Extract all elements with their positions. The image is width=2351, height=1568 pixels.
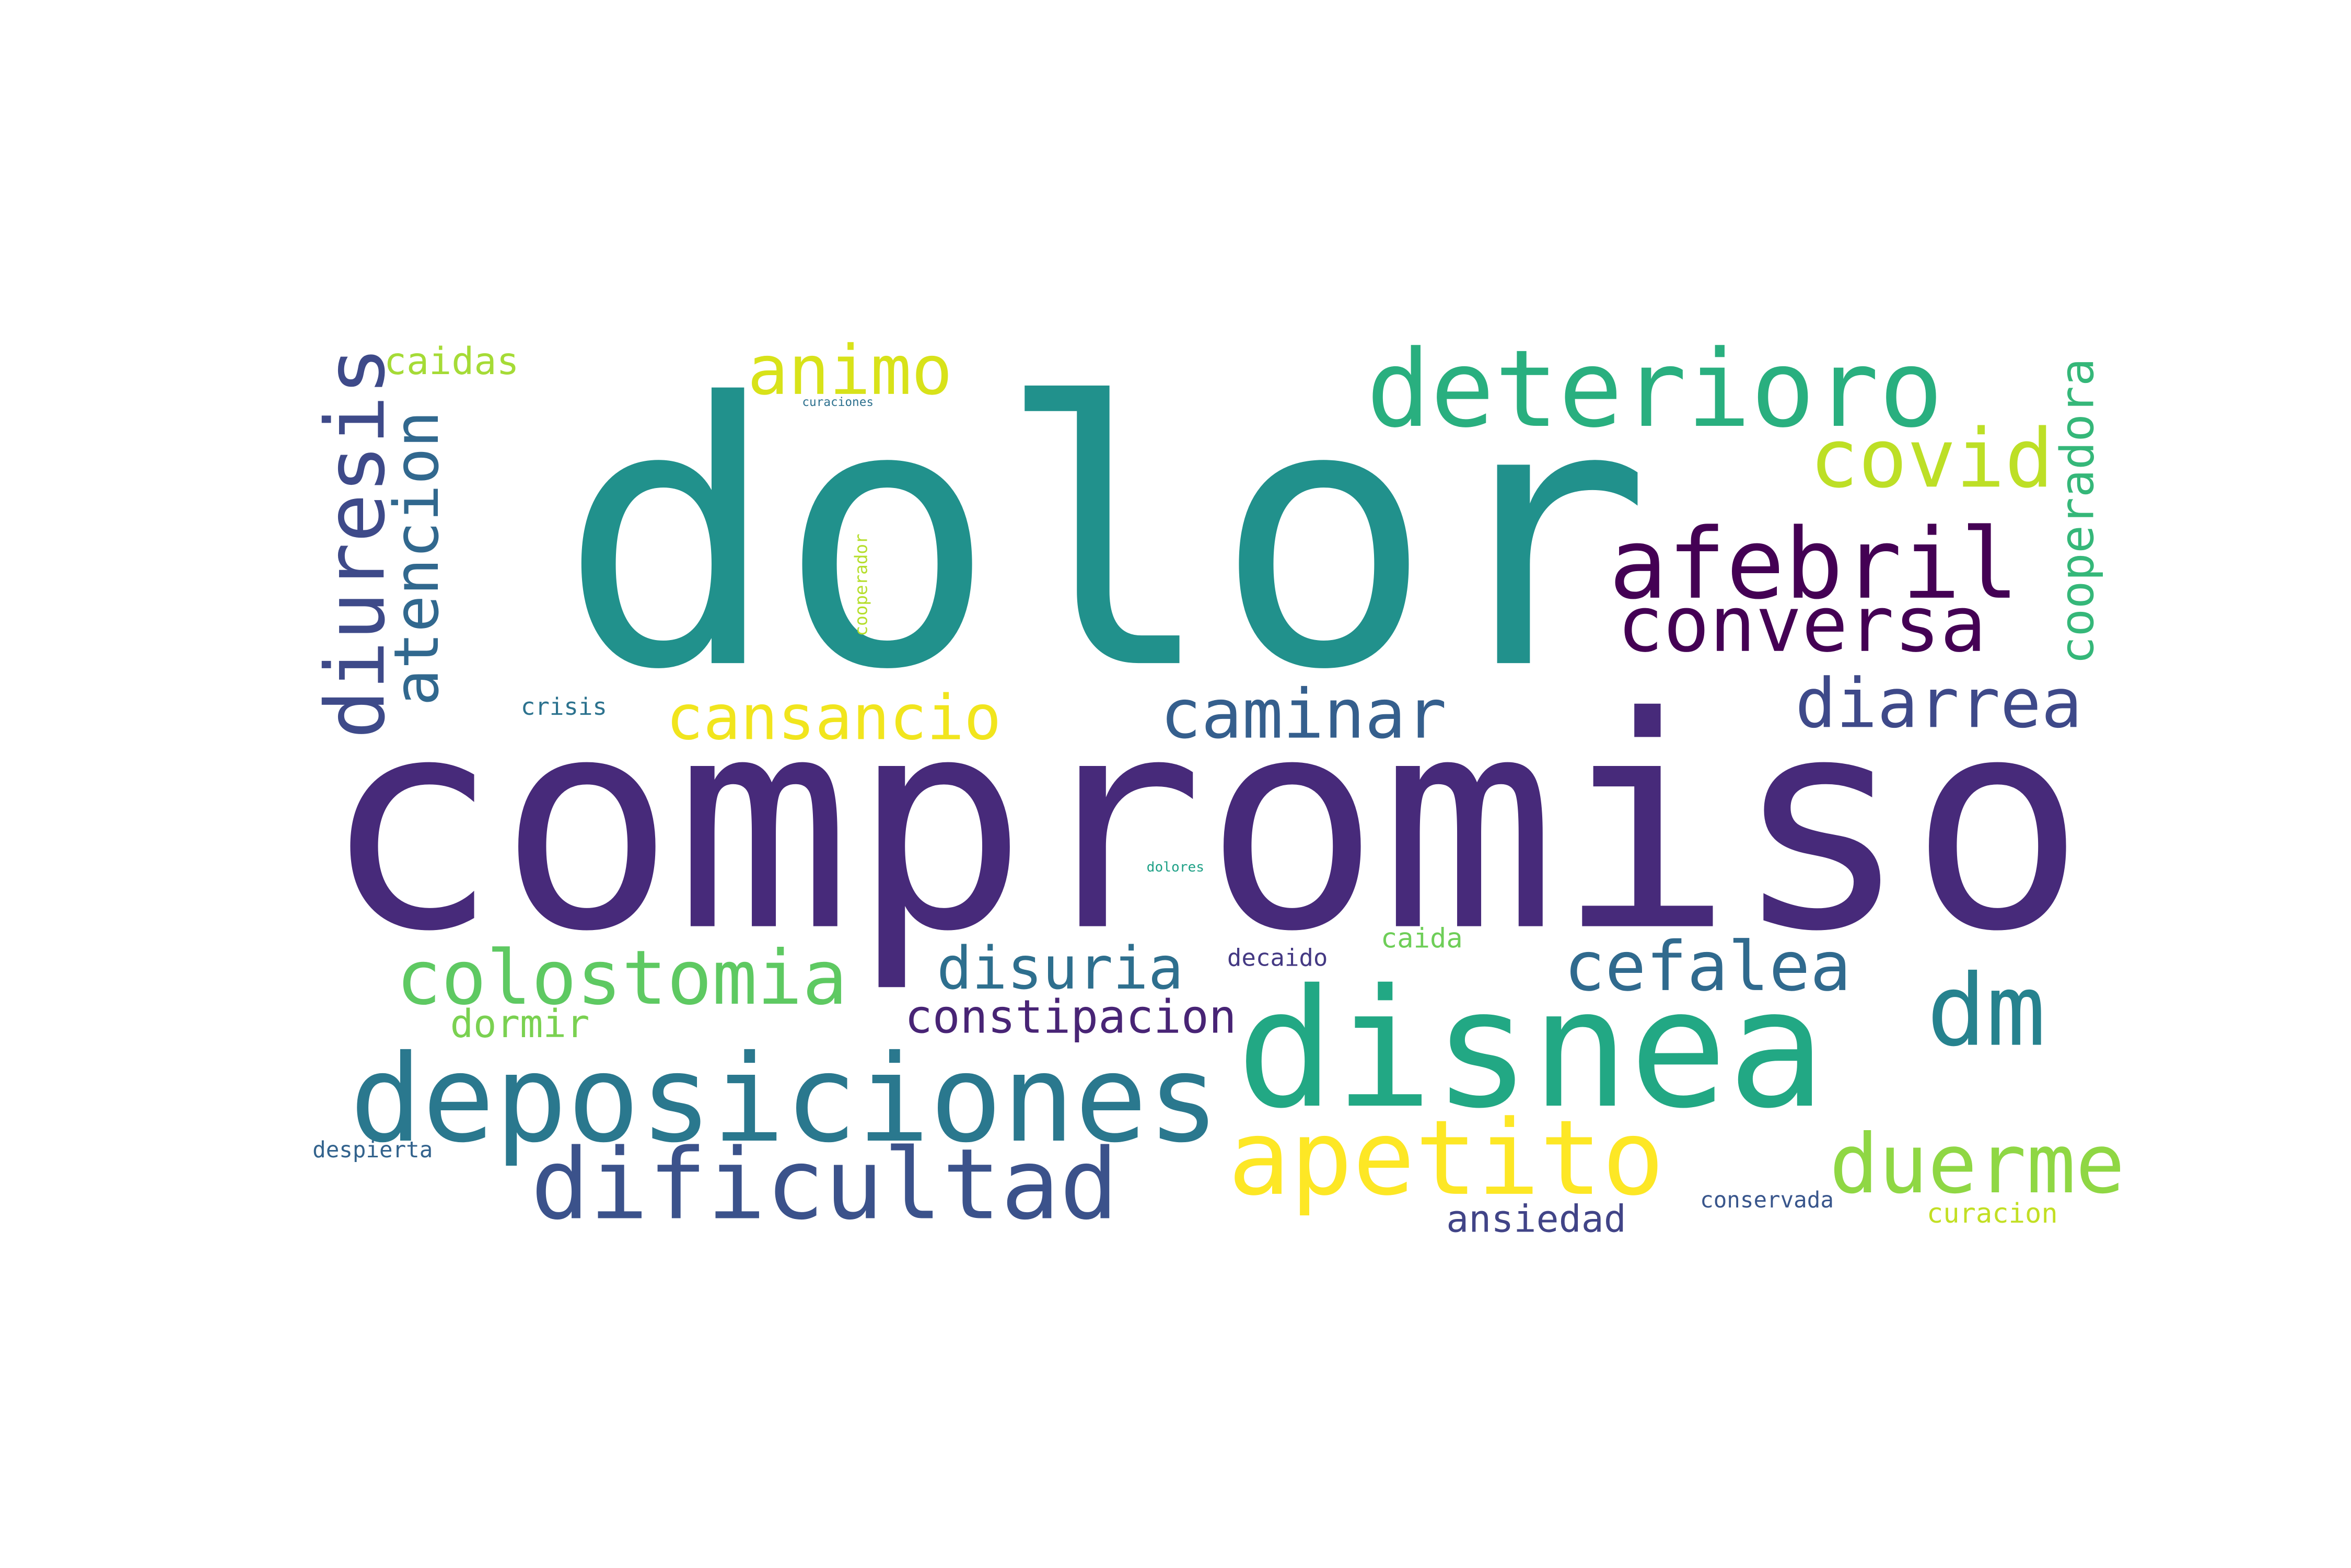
word-conversa: conversa <box>1617 579 1986 669</box>
word-caidas: caidas <box>383 338 519 383</box>
word-atencion: atencion <box>381 411 453 706</box>
word-apetito: apetito <box>1228 1099 1665 1220</box>
word-dificultad: dificultad <box>530 1128 1119 1243</box>
word-constipacion: constipacion <box>904 991 1237 1045</box>
word-deposiciones: deposiciones <box>350 1027 1220 1169</box>
word-caida: caida <box>1380 923 1463 955</box>
word-duerme: duerme <box>1829 1116 2125 1212</box>
word-cansancio: cansancio <box>666 680 1002 754</box>
word-curacion: curacion <box>1926 1198 2058 1230</box>
word-disuria: disuria <box>936 934 1184 1003</box>
word-covid: covid <box>1809 411 2054 506</box>
word-decaido: decaido <box>1227 943 1328 972</box>
word-animo: animo <box>747 329 953 410</box>
word-crisis: crisis <box>520 692 607 721</box>
word-dm: dm <box>1926 954 2046 1068</box>
word-dolor: dolor <box>560 328 1651 749</box>
word-despierta: despierta <box>312 1136 433 1163</box>
word-deterioro: deterioro <box>1366 327 1943 452</box>
word-cooperador: cooperador <box>851 532 871 636</box>
word-conservada: conservada <box>1700 1187 1834 1213</box>
word-cefalea: cefalea <box>1564 925 1852 1006</box>
word-ansiedad: ansiedad <box>1446 1196 1626 1240</box>
word-colostomia: colostomia <box>396 933 848 1021</box>
word-curaciones: curaciones <box>802 395 874 409</box>
word-afebril: afebril <box>1609 509 2019 622</box>
word-diarrea: diarrea <box>1795 662 2082 743</box>
word-compromiso: compromiso <box>322 655 2086 996</box>
word-dormir: dormir <box>450 1000 590 1046</box>
word-cooperadora: cooperadora <box>2051 358 2105 665</box>
word-disnea: disnea <box>1236 954 1826 1145</box>
word-caminar: caminar <box>1160 674 1447 754</box>
word-dolores: dolores <box>1146 860 1205 876</box>
